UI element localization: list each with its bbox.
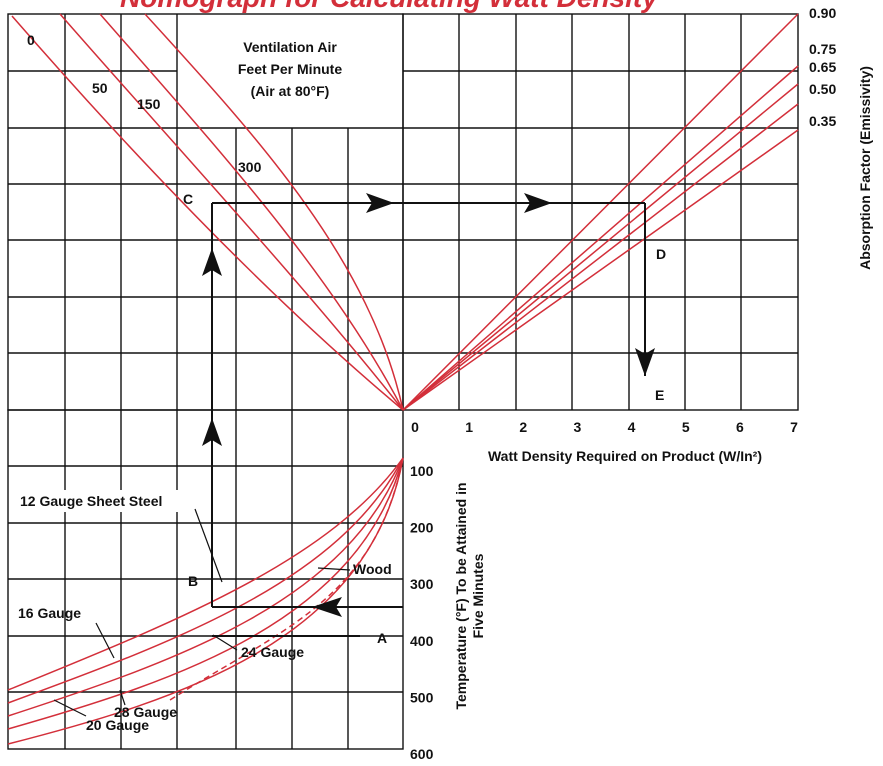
emissivity-lines [402,13,799,411]
leader-28ga [119,689,126,706]
material-curve-16ga [7,457,404,704]
watt-tick-6: 6 [736,419,744,435]
temperature-tick-100: 100 [410,463,434,479]
arrow-right-2 [524,193,552,213]
arrow-down-e [635,348,655,376]
material-label-16ga: 16 Gauge [18,605,81,621]
watt-tick-5: 5 [682,419,690,435]
leader-12ga [194,508,223,583]
emissivity-label-035: 0.35 [809,113,836,129]
emissivity-line-075 [402,65,799,411]
leader-wood [317,567,351,571]
leader-24ga [212,634,238,651]
arrow-right-1 [366,193,394,213]
ventilation-label-line1: Ventilation Air [243,39,337,55]
point-label-a: A [377,630,387,646]
temperature-axis-ticks: 100 200 300 400 500 600 [410,463,434,762]
temperature-tick-600: 600 [410,746,434,761]
air-curve-150 [99,13,404,411]
emissivity-line-090 [402,13,799,411]
point-label-d: D [656,246,666,262]
watt-axis-ticks: 0 1 2 3 4 5 6 7 [411,419,798,435]
air-curve-label-0: 0 [27,32,35,48]
lower-left-grid [7,409,404,750]
temperature-tick-500: 500 [410,689,434,705]
watt-tick-1: 1 [465,419,473,435]
temperature-tick-400: 400 [410,633,434,649]
arrow-up-1 [202,418,222,446]
watt-tick-3: 3 [574,419,582,435]
leader-16ga [95,622,115,659]
temperature-tick-200: 200 [410,520,434,536]
chart-title: Nomograph for Calculating Watt Density [120,0,659,13]
arrow-left-a [312,597,342,617]
material-label-12ga: 12 Gauge Sheet Steel [20,493,162,509]
emissivity-line-065 [402,83,799,411]
watt-tick-4: 4 [628,419,636,435]
ventilation-label-line3: (Air at 80°F) [251,83,330,99]
leader-20ga [53,699,87,717]
material-label-box [12,490,224,512]
watt-label-box [406,438,796,468]
emissivity-label-075: 0.75 [809,41,836,57]
example-path [202,193,655,637]
emissivity-label-090: 0.90 [809,5,836,21]
emissivity-line-050 [402,103,799,411]
air-curve-label-50: 50 [92,80,108,96]
air-curve-label-150: 150 [137,96,161,112]
emissivity-line-035 [402,129,799,411]
arrow-up-2 [202,248,222,276]
emissivity-label-065: 0.65 [809,59,836,75]
material-label-28ga: 28 Gauge [114,704,177,720]
ventilation-label-box [186,20,394,120]
air-velocity-curves [11,13,404,411]
watt-tick-0: 0 [411,419,419,435]
upper-right-grid [402,13,799,411]
temperature-tick-300: 300 [410,576,434,592]
air-curve-0 [11,15,404,411]
ventilation-label-line2: Feet Per Minute [238,61,342,77]
point-label-e: E [655,387,664,403]
material-curve-20ga [7,457,404,717]
air-curve-50 [59,13,404,411]
watt-tick-7: 7 [790,419,798,435]
material-label-24ga: 24 Gauge [241,644,304,660]
emissivity-label-050: 0.50 [809,81,836,97]
point-label-c: C [183,191,193,207]
watt-tick-2: 2 [519,419,527,435]
temperature-axis-label-line2: Five Minutes [470,553,486,638]
temperature-axis-label-line1: Temperature (°F) To be Attained in [453,482,469,709]
air-curve-label-300: 300 [238,159,262,175]
material-curve-28ga [7,457,404,745]
point-label-b: B [188,573,198,589]
absorption-axis-label: Absorption Factor (Emissivity) [857,66,873,270]
material-label-wood: Wood [353,561,392,577]
material-curve-12ga [7,457,404,691]
material-label-20ga: 20 Gauge [86,717,149,733]
watt-axis-label: Watt Density Required on Product (W/In²) [488,448,762,464]
